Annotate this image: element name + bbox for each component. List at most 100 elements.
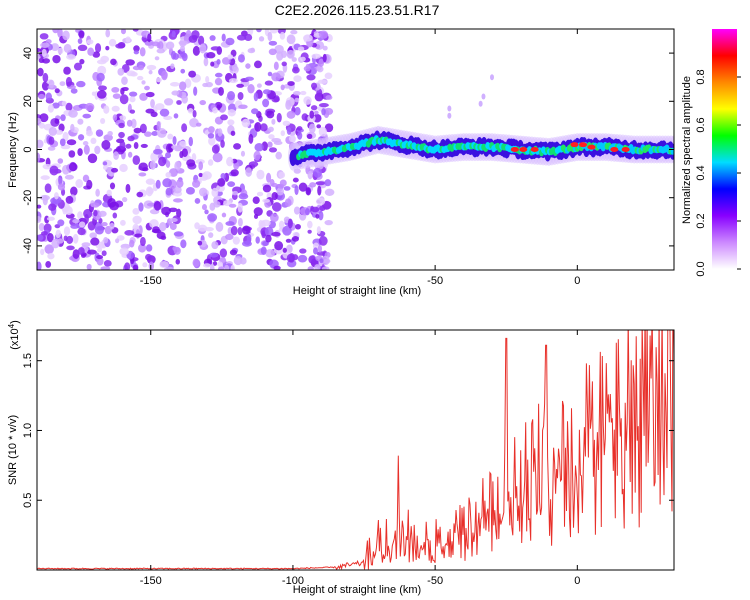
spectrogram-noise-cell [230,130,236,136]
spectrogram-noise-cell [165,172,172,178]
spectrogram-noise-cell [82,113,92,119]
spectrogram-noise-cell [176,100,182,105]
spectrogram-noise-cell [268,48,277,56]
spectrogram-noise-cell [38,57,45,64]
spectrogram-noise-cell [94,145,101,155]
spectrogram-noise-cell [253,213,259,220]
spectrogram-noise-cell [126,119,133,127]
spectrogram-noise-cell [181,148,188,158]
spectrogram-noise-cell [237,226,243,236]
spectrogram-noise-cell [60,114,66,122]
spectrogram-noise-cell [144,131,152,137]
spectrogram-noise-cell [244,33,253,42]
spectrogram-noise-cell [111,105,120,112]
spectrogram-noise-cell [47,233,54,243]
spectrogram-noise-cell [211,241,219,250]
spectrogram-noise-cell [37,117,42,123]
spectrogram-noise-cell [266,110,275,119]
spectrogram-noise-cell [42,163,53,170]
spectrogram-noise-cell [181,95,188,104]
spectrogram-noise-cell [102,161,108,166]
spectrogram-noise-cell [310,206,320,213]
spectrogram-noise-cell [294,106,301,116]
spectrogram-noise-cell [118,115,127,121]
spectrogram-noise-cell [65,206,73,216]
spectrogram-noise-cell [244,76,254,81]
spectrogram-noise-cell [286,34,296,45]
spectrogram-noise-cell [245,167,253,177]
spectrogram-noise-cell [171,145,178,150]
spectrogram-noise-cell [262,198,270,203]
spectrogram-noise-cell [156,48,165,54]
spectrogram-noise-cell [59,81,66,87]
spectrogram-noise-cell [38,222,45,232]
spectrogram-noise-cell [238,193,249,200]
spectrogram-noise-cell [308,255,316,264]
spectrogram-noise-cell [172,198,183,203]
spectrogram-noise-cell [292,66,300,74]
spectrogram-noise-cell [310,82,318,90]
spectrogram-noise-cell [155,103,165,111]
spectrogram-noise-cell [316,124,322,129]
spectrogram-noise-cell [268,126,274,133]
spectrogram-noise-cell [224,264,230,270]
spectrogram-outlier [478,100,483,107]
spectrogram-noise-cell [68,109,78,118]
spectrogram-noise-cell [324,188,335,196]
spectrogram-noise-cell [138,243,147,253]
spectrogram-noise-cell [264,80,273,86]
spectrogram-noise-cell [100,117,106,124]
spectrogram-noise-cell [271,118,276,125]
spectrogram-noise-cell [66,139,77,146]
spectrogram-noise-cell [96,59,107,65]
spectrogram-noise-cell [321,108,326,116]
spectrogram-noise-cell [57,47,64,55]
spectrogram-noise-cell [295,223,301,230]
spectrogram-noise-cell [262,98,270,108]
spectrogram-noise-cell [133,50,140,55]
spectrogram-noise-cell [282,120,291,127]
spectrogram-noise-cell [197,224,208,232]
spectrogram-noise-cell [298,182,308,192]
spectrogram-noise-cell [133,127,142,134]
spectrogram-noise-cell [211,144,220,154]
spectrogram-noise-cell [222,200,232,207]
spectrogram-noise-cell [322,53,327,63]
spectrogram-noise-cell [139,123,147,134]
spectrogram-noise-cell [258,36,265,42]
spectrogram-noise-cell [133,45,140,52]
colorbar-tick-label: 0.4 [695,165,707,180]
spectrogram-noise-cell [268,134,275,140]
spectrogram-noise-cell [261,219,271,227]
spectrogram-noise-cell [284,198,292,207]
spectrogram-noise-cell [248,133,254,144]
spectrogram-noise-cell [37,204,42,209]
spectrogram-noise-cell [206,51,216,59]
spectrogram-noise-cell [96,247,103,253]
spectrogram-noise-cell [309,182,317,188]
spectrogram-noise-cell [140,143,148,148]
spectrogram-noise-cell [273,265,281,270]
spectrogram-noise-cell [286,253,295,263]
colorbar: 0.0 0.2 0.4 0.6 0.8 Normalized spectral ampl… [681,29,741,277]
spectrogram-noise-cell [42,195,48,206]
spectrogram-noise-cell [47,252,55,260]
spectrogram-noise-cell [151,130,159,136]
spectrogram-noise-cell [271,72,281,82]
spectrogram-noise-cell [279,31,286,40]
spectrogram-noise-cell [77,44,88,52]
spectrogram-noise-cell [57,238,64,244]
spectrogram-noise-cell [37,152,41,163]
spectrogram-noise-cell [126,70,136,77]
spectrogram-noise-cell [66,245,75,251]
spectrogram-noise-cell [109,222,115,230]
spectrogram-noise-cell [307,220,313,229]
spectrogram-peak [570,142,579,148]
spectrogram-noise-cell [218,86,224,96]
spectrogram-noise-cell [132,29,139,32]
spectrogram-noise-cell [208,232,214,239]
spectrogram-noise-cell [227,109,236,117]
spectrogram-noise-cell [145,253,152,261]
spectrogram-noise-cell [221,212,227,218]
spectrogram-noise-cell [232,236,240,245]
